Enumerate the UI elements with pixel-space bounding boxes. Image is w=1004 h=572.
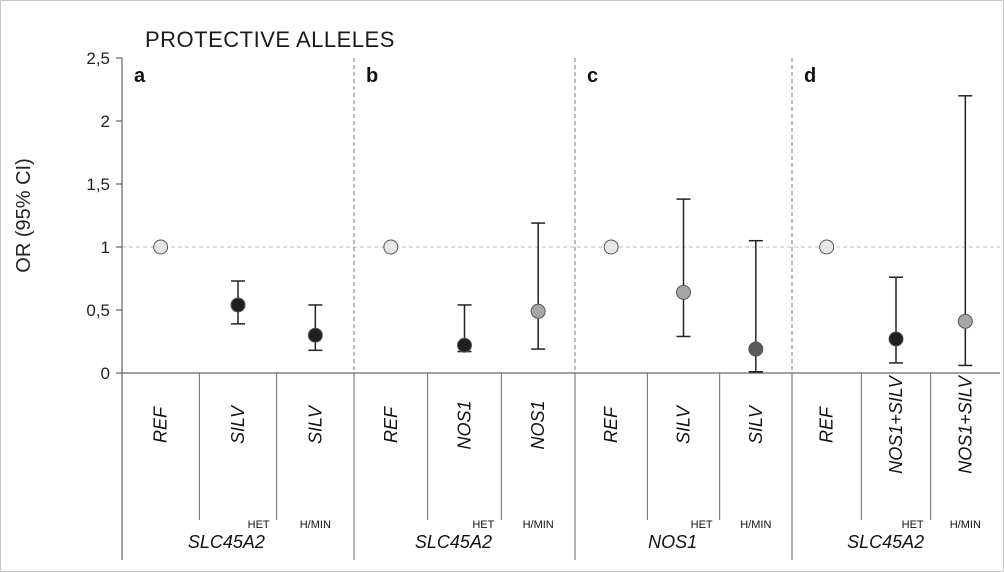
y-tick-label: 1 — [101, 238, 110, 257]
genotype-label: H/MIN — [523, 519, 554, 531]
gene-label: NOS1 — [648, 532, 697, 552]
gene-label: SLC45A2 — [847, 532, 924, 552]
y-tick-label: 2,5 — [86, 49, 110, 68]
chart-title: PROTECTIVE ALLELES — [145, 27, 395, 52]
panel-label: b — [366, 65, 378, 87]
plot-area: 0 0,5 1 1,5 2 2,5 OR (95% CI) a SLC45A2 REF SILV HE… — [13, 49, 1000, 560]
y-tick-label: 0 — [101, 364, 110, 383]
odds-ratio-point — [457, 337, 472, 353]
y-tick-label: 1,5 — [86, 175, 110, 194]
category-label: SILV — [674, 404, 694, 444]
y-tick-label: 2 — [101, 112, 110, 131]
gene-label: SLC45A2 — [188, 532, 265, 552]
panel-label: a — [134, 65, 146, 87]
category-label: SILV — [305, 404, 325, 444]
category-label: REF — [601, 406, 621, 443]
y-axis-label: OR (95% CI) — [13, 158, 35, 272]
genotype-label: HET — [691, 519, 713, 531]
genotype-label: HET — [472, 519, 494, 531]
odds-ratio-point — [888, 331, 904, 347]
category-label: NOS1+SILV — [886, 374, 906, 474]
category-label: NOS1 — [528, 400, 548, 449]
genotype-label: H/MIN — [300, 519, 331, 531]
category-label: SILV — [746, 404, 766, 444]
odds-ratio-point — [676, 284, 691, 300]
category-label: NOS1 — [455, 400, 475, 449]
panel-label: d — [804, 65, 816, 87]
odds-ratio-point — [819, 239, 835, 255]
odds-ratio-point — [230, 297, 246, 313]
gene-label: SLC45A2 — [415, 532, 492, 552]
panel-label: c — [587, 65, 598, 87]
genotype-label: HET — [902, 519, 924, 531]
category-label: REF — [817, 406, 837, 443]
odds-ratio-point — [383, 239, 399, 255]
genotype-label: H/MIN — [740, 519, 771, 531]
odds-ratio-point — [153, 239, 169, 255]
genotype-label: HET — [248, 519, 270, 531]
odds-ratio-point — [603, 239, 619, 255]
category-label: SILV — [228, 404, 248, 444]
odds-ratio-point — [748, 341, 764, 357]
y-tick-label: 0,5 — [86, 301, 110, 320]
odds-ratio-point — [530, 303, 546, 319]
category-label: REF — [381, 406, 401, 443]
genotype-label: H/MIN — [950, 519, 981, 531]
odds-ratio-point — [957, 313, 973, 329]
odds-ratio-point — [307, 327, 323, 343]
category-label: NOS1+SILV — [955, 374, 975, 474]
category-label: REF — [151, 406, 171, 443]
